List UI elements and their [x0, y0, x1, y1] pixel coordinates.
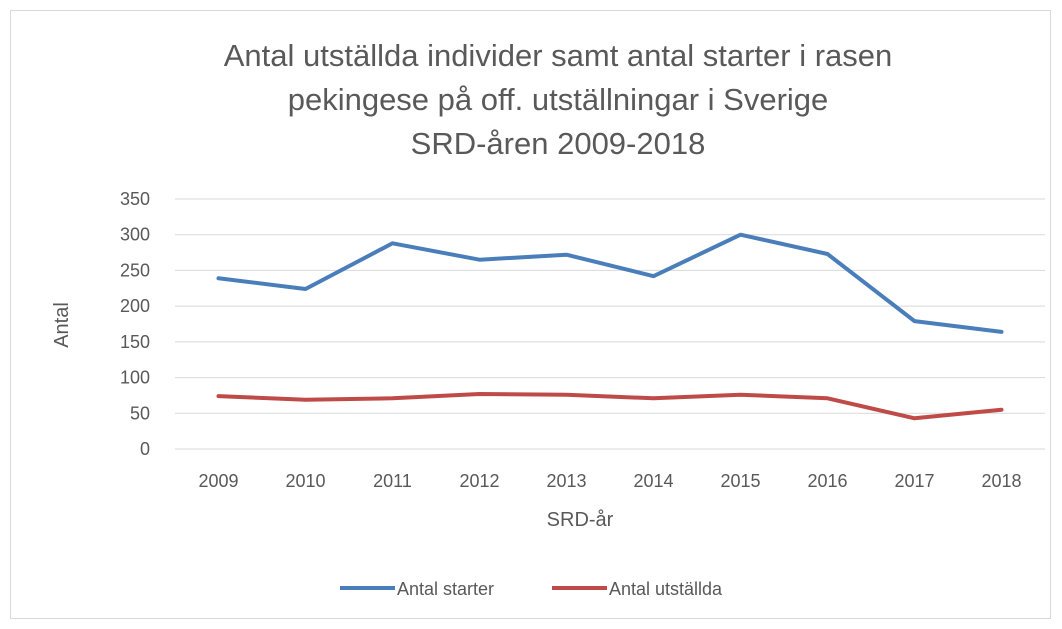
line-series [216, 232, 1004, 334]
chart-title: SRD-åren 2009-2018 [411, 126, 706, 161]
line-series [216, 392, 1004, 421]
x-tick-label: 2017 [894, 471, 934, 491]
y-tick-label: 300 [120, 225, 150, 245]
x-tick-label: 2013 [546, 471, 586, 491]
y-tick-label: 50 [130, 403, 150, 423]
y-tick-label: 150 [120, 332, 150, 352]
x-tick-label: 2009 [198, 471, 238, 491]
y-tick-label: 0 [140, 439, 150, 459]
x-tick-label: 2018 [981, 471, 1021, 491]
legend-label: Antal utställda [609, 579, 723, 599]
x-axis-label: SRD-år [547, 509, 614, 531]
y-axis-label: Antal [51, 302, 73, 348]
legend-label: Antal starter [397, 579, 494, 599]
x-tick-label: 2011 [373, 471, 412, 491]
chart-title: Antal utställda individer samt antal sta… [224, 38, 893, 73]
y-tick-label: 350 [120, 189, 150, 209]
chart-title: pekingese på off. utställningar i Sverig… [288, 82, 829, 117]
x-tick-label: 2015 [720, 471, 760, 491]
y-tick-label: 200 [120, 296, 150, 316]
chart-frame [10, 10, 1051, 619]
x-tick-label: 2014 [633, 471, 673, 491]
x-tick-label: 2012 [459, 471, 499, 491]
y-tick-label: 250 [120, 260, 150, 280]
x-tick-label: 2016 [807, 471, 847, 491]
y-tick-label: 100 [120, 368, 150, 388]
x-tick-label: 2010 [285, 471, 325, 491]
